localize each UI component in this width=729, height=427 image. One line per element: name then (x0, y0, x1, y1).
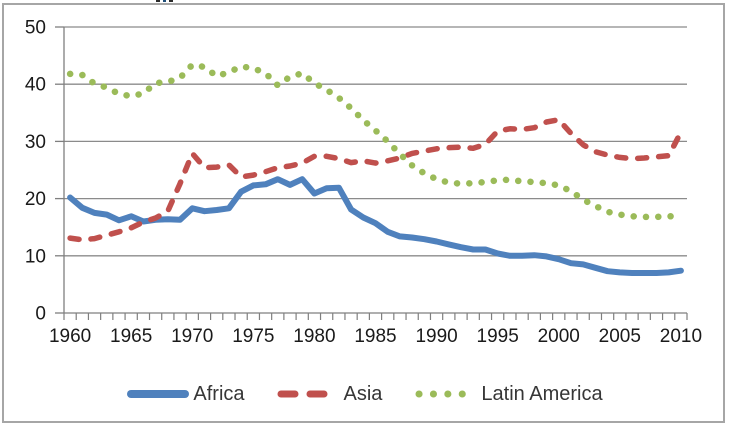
x-tick-label: 2000 (538, 326, 580, 347)
cropped-title-mark (156, 0, 160, 2)
x-tick-label: 2010 (660, 326, 702, 347)
y-tick-label: 20 (25, 189, 46, 210)
legend-item-latin-america: Latin America (414, 382, 603, 406)
x-tick-label: 1970 (171, 326, 213, 347)
legend-swatch-africa (127, 390, 190, 398)
x-tick-label: 1990 (415, 326, 457, 347)
x-tick-label: 1985 (354, 326, 396, 347)
x-tick-label: 1960 (49, 326, 91, 347)
x-tick-label: 1975 (232, 326, 274, 347)
series-line-asia (67, 116, 684, 243)
legend-item-africa: Africa (126, 382, 245, 406)
legend: Africa Asia Latin America (0, 380, 729, 408)
figure-border (2, 3, 725, 423)
legend-label-asia: Asia (343, 382, 383, 405)
legend-swatch-asia (277, 390, 336, 398)
x-tick-label: 1980 (293, 326, 335, 347)
y-tick-label: 40 (25, 75, 46, 96)
legend-item-asia: Asia (277, 382, 383, 406)
cropped-title-mark (163, 0, 166, 2)
x-tick-label: 2005 (599, 326, 641, 347)
x-tick-label: 1965 (110, 326, 152, 347)
y-tick-label: 10 (25, 246, 46, 267)
y-tick-label: 30 (25, 132, 46, 153)
cropped-title-mark (169, 0, 173, 2)
legend-label-africa: Africa (193, 382, 245, 405)
x-tick-label: 1995 (477, 326, 519, 347)
series-line-latin-america (66, 61, 685, 221)
legend-label-latin-america: Latin America (481, 382, 603, 405)
y-tick-label: 0 (35, 304, 46, 325)
series-line-africa (67, 176, 684, 276)
legend-swatch-latin-america (415, 390, 475, 398)
y-tick-label: 50 (25, 18, 46, 39)
